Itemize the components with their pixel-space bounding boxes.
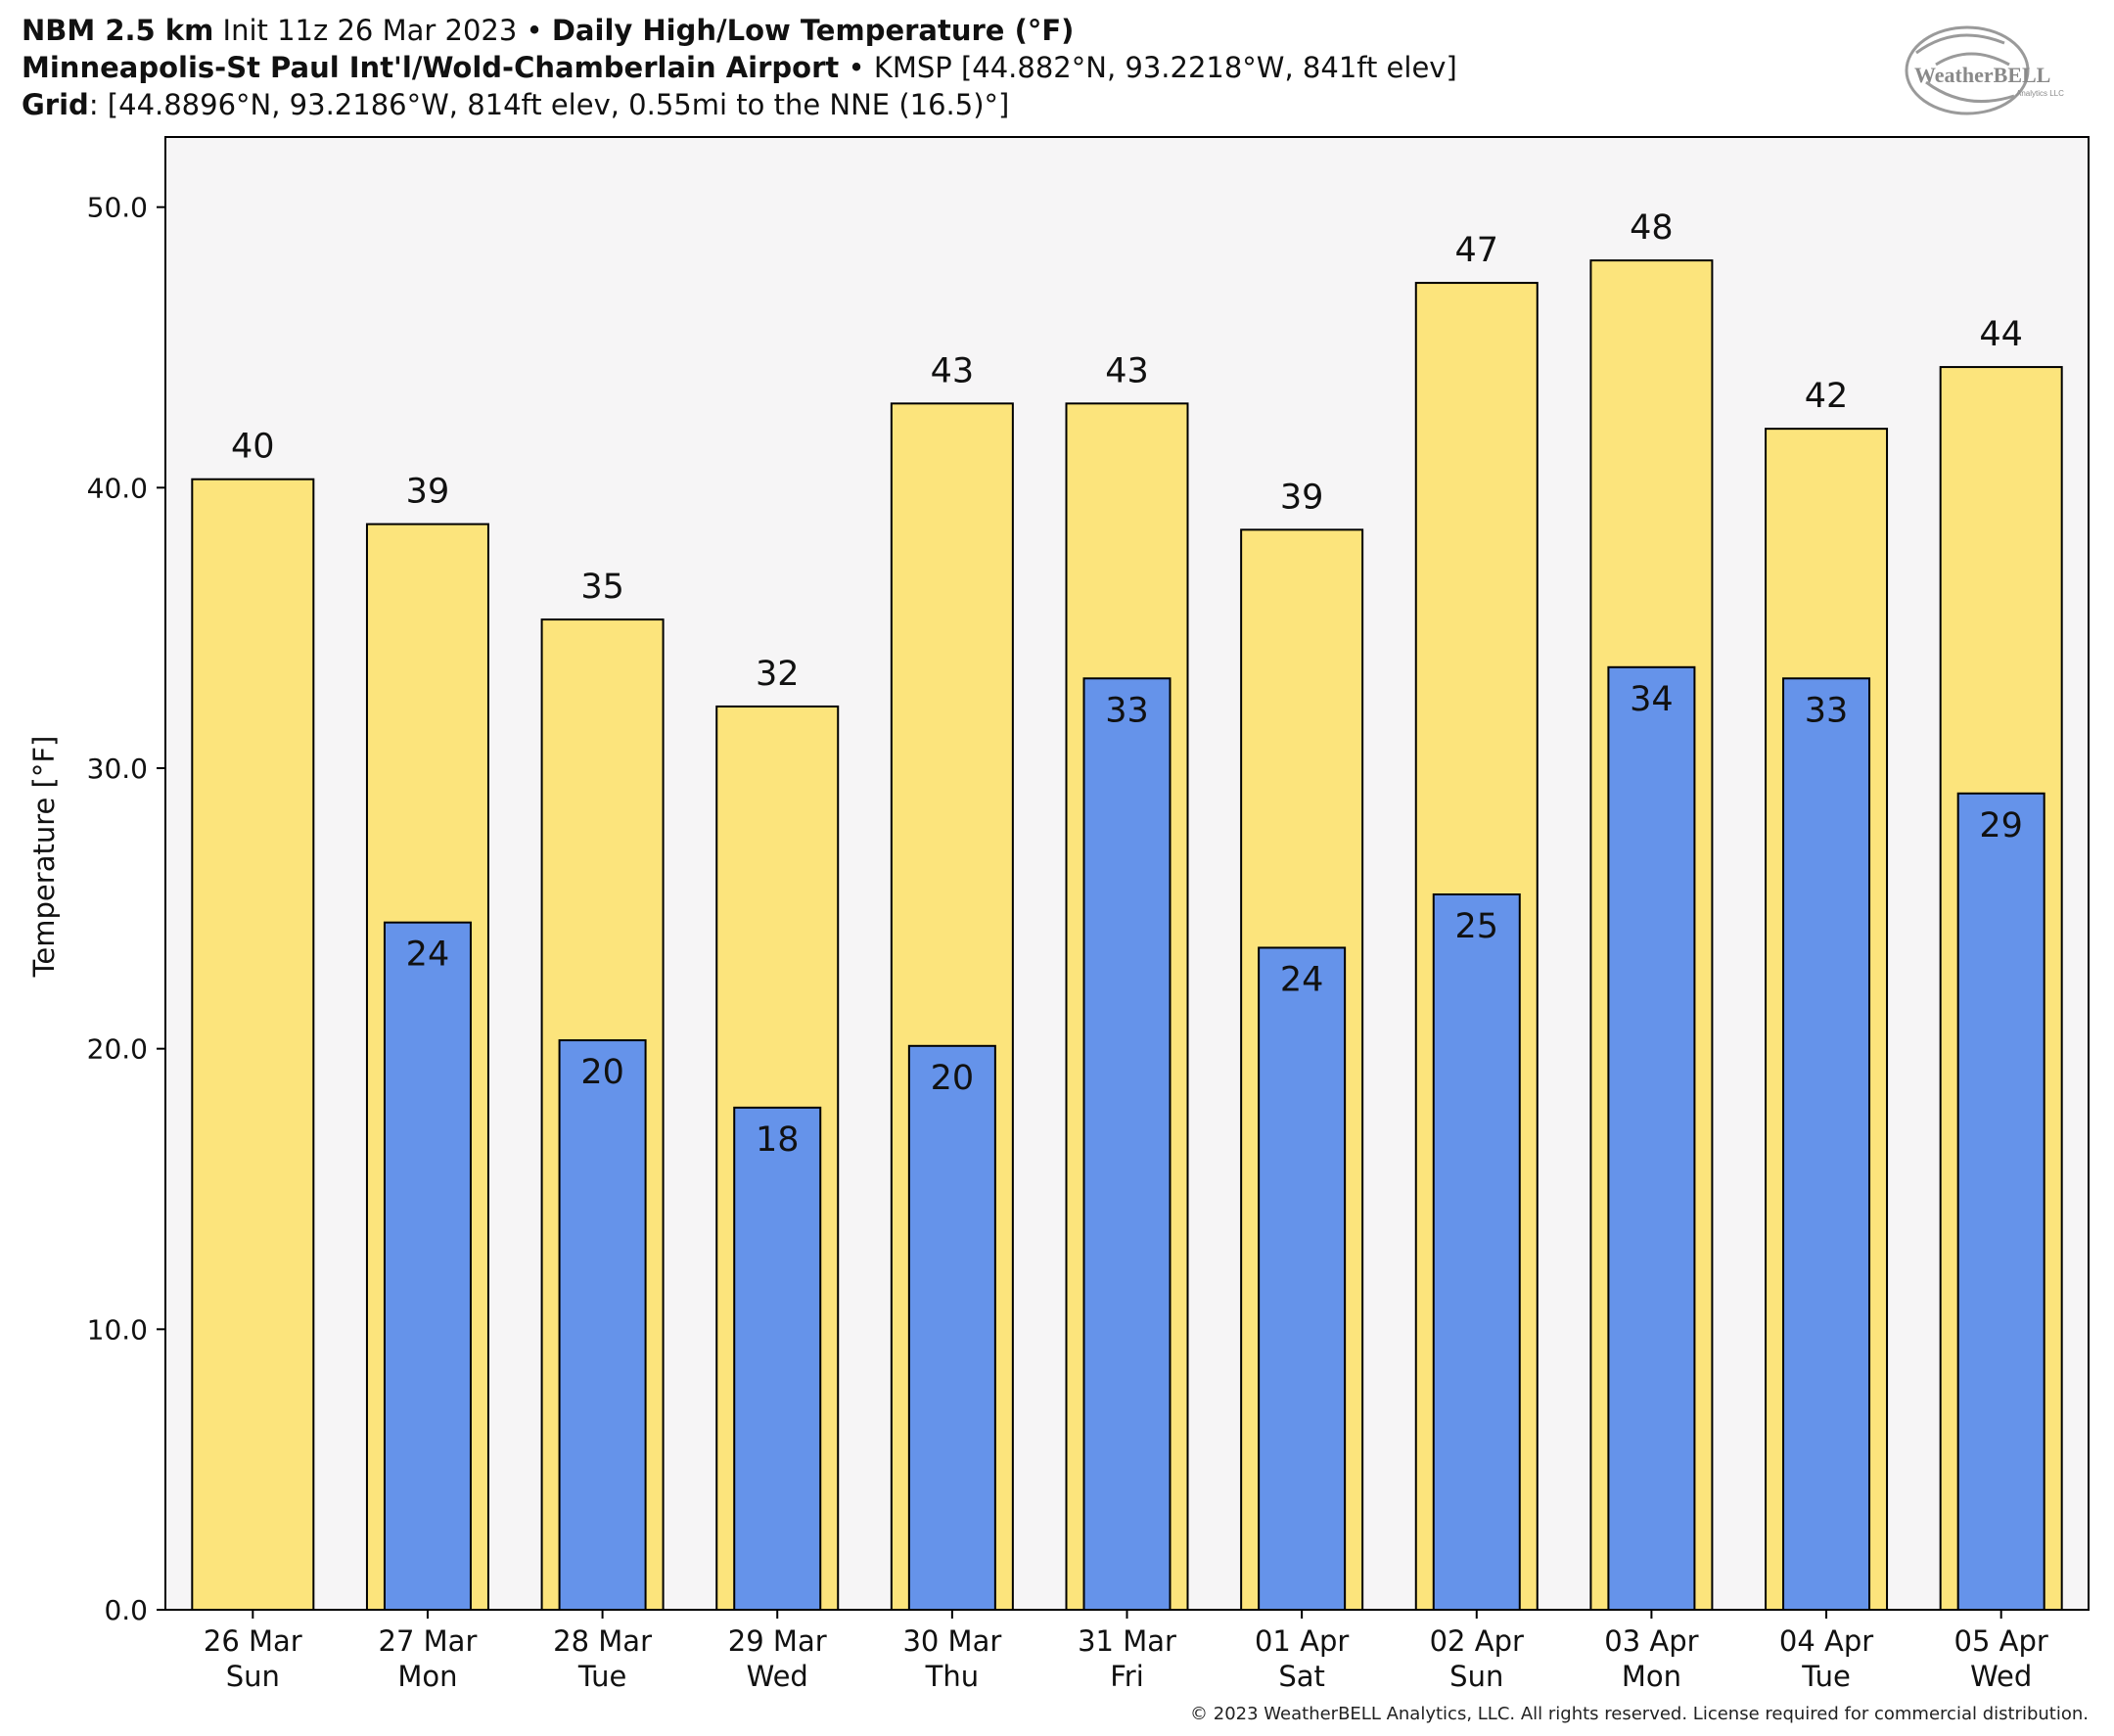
- y-tick-label: 0.0: [104, 1594, 148, 1626]
- x-tick-label-day: Sat: [1278, 1660, 1325, 1693]
- low-bar: [1082, 677, 1172, 1611]
- high-value-label: 44: [1979, 315, 2023, 354]
- logo-text: WeatherBELL: [1914, 63, 2050, 87]
- x-tick-label-day: Sun: [1449, 1660, 1503, 1693]
- low-bar: [1432, 893, 1521, 1611]
- x-tick-label-date: 31 Mar: [1078, 1624, 1176, 1658]
- high-value-label: 48: [1630, 208, 1674, 248]
- y-tick-label: 10.0: [87, 1313, 148, 1346]
- y-tick-label: 40.0: [87, 472, 148, 504]
- separator: •: [848, 51, 865, 84]
- high-value-label: 43: [931, 351, 975, 390]
- high-value-label: 32: [756, 655, 800, 694]
- high-value-label: 39: [406, 473, 450, 512]
- copyright-notice: © 2023 WeatherBELL Analytics, LLC. All r…: [1190, 1704, 2089, 1724]
- x-tick-label-date: 04 Apr: [1779, 1624, 1873, 1658]
- low-value-label: 24: [1280, 960, 1324, 999]
- x-tick-label-date: 01 Apr: [1255, 1624, 1349, 1658]
- x-tick-label-day: Mon: [397, 1660, 457, 1693]
- low-value-label: 18: [756, 1120, 800, 1160]
- model-name: NBM 2.5 km: [22, 14, 214, 47]
- x-tick-label-date: 03 Apr: [1604, 1624, 1698, 1658]
- x-tick-label-date: 28 Mar: [553, 1624, 652, 1658]
- low-bar: [383, 921, 472, 1611]
- separator: •: [526, 14, 543, 47]
- x-tick-label-day: Wed: [747, 1660, 808, 1693]
- product-name: Daily High/Low Temperature (°F): [551, 14, 1075, 47]
- x-tick-label-date: 02 Apr: [1430, 1624, 1524, 1658]
- low-bar: [907, 1044, 996, 1612]
- x-tick-label-day: Tue: [1801, 1660, 1851, 1693]
- low-value-label: 24: [406, 936, 450, 975]
- high-value-label: 42: [1805, 377, 1849, 416]
- low-bar: [733, 1106, 822, 1612]
- init-time: Init 11z 26 Mar 2023: [222, 14, 518, 47]
- low-bar: [1607, 665, 1696, 1611]
- x-tick-label-day: Tue: [577, 1660, 627, 1693]
- y-tick-label: 50.0: [87, 192, 148, 224]
- high-bar: [191, 478, 315, 1612]
- x-tick-label-date: 29 Mar: [728, 1624, 827, 1658]
- grid-label: Grid: [22, 88, 89, 121]
- title-line-3: Grid: [44.8896°N, 93.2186°W, 814ft elev,…: [22, 86, 1009, 123]
- x-tick-label-date: 05 Apr: [1954, 1624, 2048, 1658]
- low-value-label: 25: [1454, 907, 1498, 946]
- grid-info: : [44.8896°N, 93.2186°W, 814ft elev, 0.5…: [88, 88, 1010, 121]
- low-bar: [1782, 677, 1871, 1611]
- high-value-label: 43: [1105, 351, 1149, 390]
- x-tick-label-day: Wed: [1970, 1660, 2032, 1693]
- y-tick-label: 20.0: [87, 1033, 148, 1066]
- low-bar: [1258, 946, 1347, 1611]
- logo-subtext: Analytics LLC: [2016, 89, 2064, 98]
- y-axis-label: Temperature [°F]: [27, 736, 61, 979]
- title-line-2: Minneapolis-St Paul Int'l/Wold-Chamberla…: [22, 49, 1457, 86]
- low-value-label: 20: [931, 1059, 975, 1098]
- weatherbell-logo: WeatherBELL Analytics LLC: [1905, 25, 2064, 115]
- high-value-label: 39: [1280, 478, 1324, 517]
- high-value-label: 40: [231, 428, 275, 467]
- high-value-label: 47: [1454, 231, 1498, 270]
- title-line-1: NBM 2.5 km Init 11z 26 Mar 2023 • Daily …: [22, 12, 1074, 49]
- x-tick-label-date: 27 Mar: [379, 1624, 478, 1658]
- low-bar: [558, 1039, 647, 1611]
- y-tick-label: 30.0: [87, 753, 148, 785]
- low-value-label: 20: [580, 1053, 624, 1092]
- x-tick-label-day: Thu: [925, 1660, 979, 1693]
- low-value-label: 29: [1979, 806, 2023, 845]
- x-tick-label-day: Fri: [1110, 1660, 1144, 1693]
- x-tick-label-date: 26 Mar: [204, 1624, 302, 1658]
- station-info: KMSP [44.882°N, 93.2218°W, 841ft elev]: [873, 51, 1457, 84]
- x-tick-label-date: 30 Mar: [902, 1624, 1001, 1658]
- x-tick-label-day: Mon: [1622, 1660, 1681, 1693]
- low-value-label: 34: [1630, 680, 1674, 719]
- x-tick-label-day: Sun: [226, 1660, 280, 1693]
- low-bar: [1956, 792, 2045, 1611]
- station-name: Minneapolis-St Paul Int'l/Wold-Chamberla…: [22, 51, 840, 84]
- low-value-label: 33: [1805, 691, 1849, 730]
- low-value-label: 33: [1105, 691, 1149, 730]
- high-value-label: 35: [580, 568, 624, 607]
